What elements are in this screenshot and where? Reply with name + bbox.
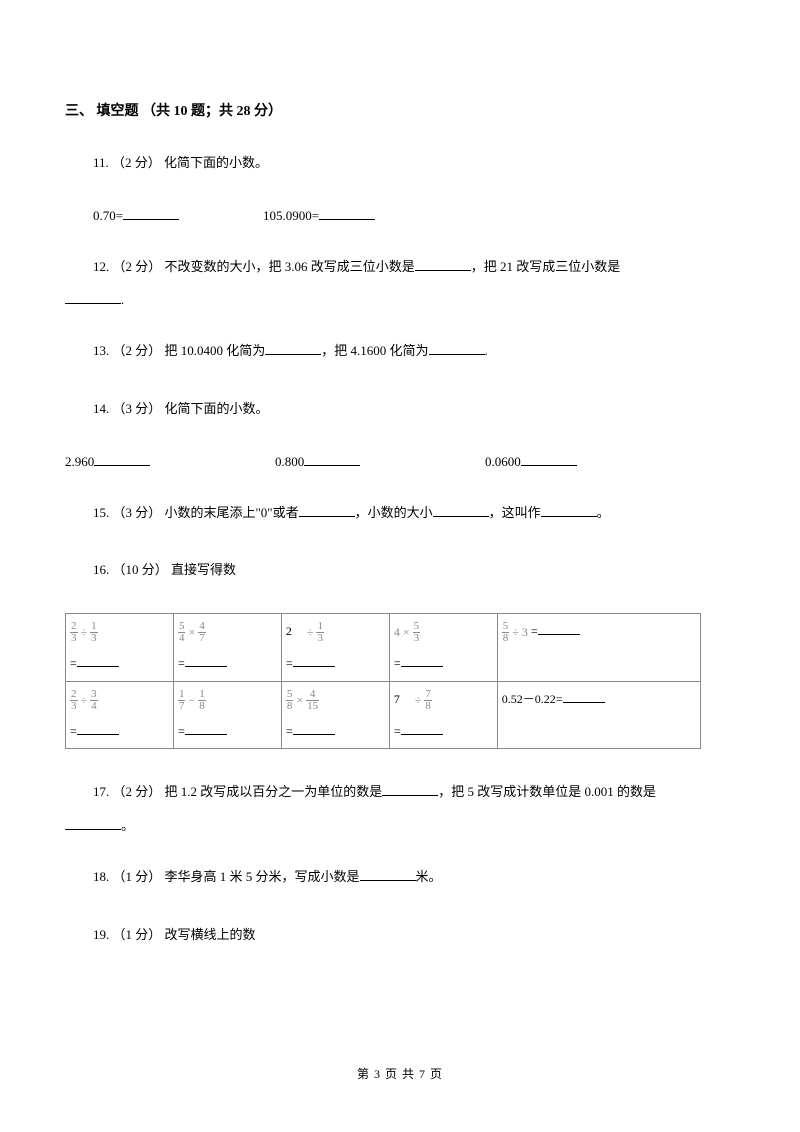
page-content: 三、 填空题 （共 10 题；共 28 分） 11. （2 分） 化简下面的小数… [0, 0, 800, 950]
q11-a: 0.70= [93, 206, 263, 224]
cell-r2c4: 7 ÷ 78 = [389, 681, 497, 749]
cell-r2c3: 58 × 415 = [281, 681, 389, 749]
q11-prompt: 11. （2 分） 化简下面的小数。 [65, 148, 735, 178]
page-footer: 第 3 页 共 7 页 [0, 1065, 800, 1082]
cell-r1c2: 54 × 47 = [173, 614, 281, 682]
q14-c: 0.0600 [485, 452, 735, 470]
cell-r1c4: 4 × 53 = [389, 614, 497, 682]
section-heading: 三、 填空题 （共 10 题；共 28 分） [65, 100, 735, 120]
cell-r1c1: 23 ÷ 13 = [66, 614, 174, 682]
q15: 15. （3 分） 小数的末尾添上"0"或者，小数的大小，这叫作。 [65, 498, 735, 528]
q13: 13. （2 分） 把 10.0400 化简为，把 4.1600 化简为. [65, 336, 735, 366]
q14-items: 2.960 0.800 0.0600 [65, 452, 735, 470]
calc-table: 23 ÷ 13 = 54 × 47 = 2 ÷ 13 = 4 × 53 = [65, 613, 701, 749]
q12: 12. （2 分） 不改变数的大小，把 3.06 改写成三位小数是，把 21 改… [65, 252, 735, 282]
q11-items: 0.70= 105.0900= [65, 206, 735, 224]
q17: 17. （2 分） 把 1.2 改写成以百分之一为单位的数是，把 5 改写成计数… [65, 777, 735, 807]
q19: 19. （1 分） 改写横线上的数 [65, 920, 735, 950]
cell-r2c2: 17 − 18 = [173, 681, 281, 749]
q17-cont: 。 [65, 815, 735, 834]
q14-b: 0.800 [275, 452, 485, 470]
q16-prompt: 16. （10 分） 直接写得数 [65, 555, 735, 585]
q11-b: 105.0900= [263, 206, 375, 224]
cell-r1c3: 2 ÷ 13 = [281, 614, 389, 682]
cell-r2c5: 0.52－0.22= [497, 681, 700, 749]
q18: 18. （1 分） 李华身高 1 米 5 分米，写成小数是米。 [65, 862, 735, 892]
q12-cont: . [65, 290, 735, 308]
cell-r1c5: 58 ÷ 3 = [497, 614, 700, 682]
cell-r2c1: 23 ÷ 34 = [66, 681, 174, 749]
q14-prompt: 14. （3 分） 化简下面的小数。 [65, 394, 735, 424]
q14-a: 2.960 [65, 452, 275, 470]
